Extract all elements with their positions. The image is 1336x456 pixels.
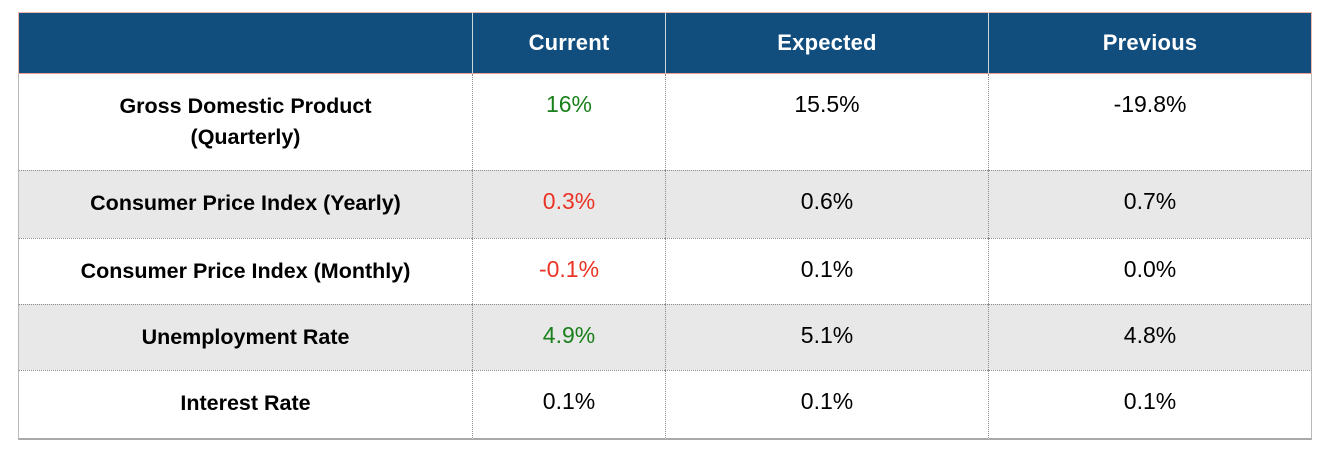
- current-value: 4.9%: [472, 304, 665, 370]
- previous-value: 0.0%: [988, 238, 1312, 304]
- previous-value: 0.1%: [988, 370, 1312, 440]
- table-row-interest-rate: Interest Rate 0.1% 0.1% 0.1%: [18, 370, 1312, 440]
- table-row-cpi-yearly: Consumer Price Index (Yearly) 0.3% 0.6% …: [18, 170, 1312, 238]
- expected-value: 0.6%: [665, 170, 988, 238]
- indicator-label: Consumer Price Index (Yearly): [18, 170, 472, 238]
- indicator-label: Unemployment Rate: [18, 304, 472, 370]
- table-row-gdp-quarterly: Gross Domestic Product (Quarterly) 16% 1…: [18, 74, 1312, 170]
- expected-value: 15.5%: [665, 74, 988, 170]
- expected-value: 5.1%: [665, 304, 988, 370]
- current-value: -0.1%: [472, 238, 665, 304]
- table-header-row: Current Expected Previous: [18, 12, 1312, 74]
- indicator-label: Consumer Price Index (Monthly): [18, 238, 472, 304]
- previous-value: 4.8%: [988, 304, 1312, 370]
- expected-value: 0.1%: [665, 370, 988, 440]
- header-cell-expected: Expected: [665, 12, 988, 74]
- header-cell-current: Current: [472, 12, 665, 74]
- current-value: 16%: [472, 74, 665, 170]
- header-cell-previous: Previous: [988, 12, 1312, 74]
- indicator-label: Gross Domestic Product (Quarterly): [18, 74, 472, 170]
- table-row-unemployment: Unemployment Rate 4.9% 5.1% 4.8%: [18, 304, 1312, 370]
- table-row-cpi-monthly: Consumer Price Index (Monthly) -0.1% 0.1…: [18, 238, 1312, 304]
- expected-value: 0.1%: [665, 238, 988, 304]
- current-value: 0.1%: [472, 370, 665, 440]
- header-cell-indicator: [18, 12, 472, 74]
- previous-value: -19.8%: [988, 74, 1312, 170]
- indicator-label: Interest Rate: [18, 370, 472, 440]
- previous-value: 0.7%: [988, 170, 1312, 238]
- economic-indicators-table: Current Expected Previous Gross Domestic…: [18, 12, 1312, 440]
- current-value: 0.3%: [472, 170, 665, 238]
